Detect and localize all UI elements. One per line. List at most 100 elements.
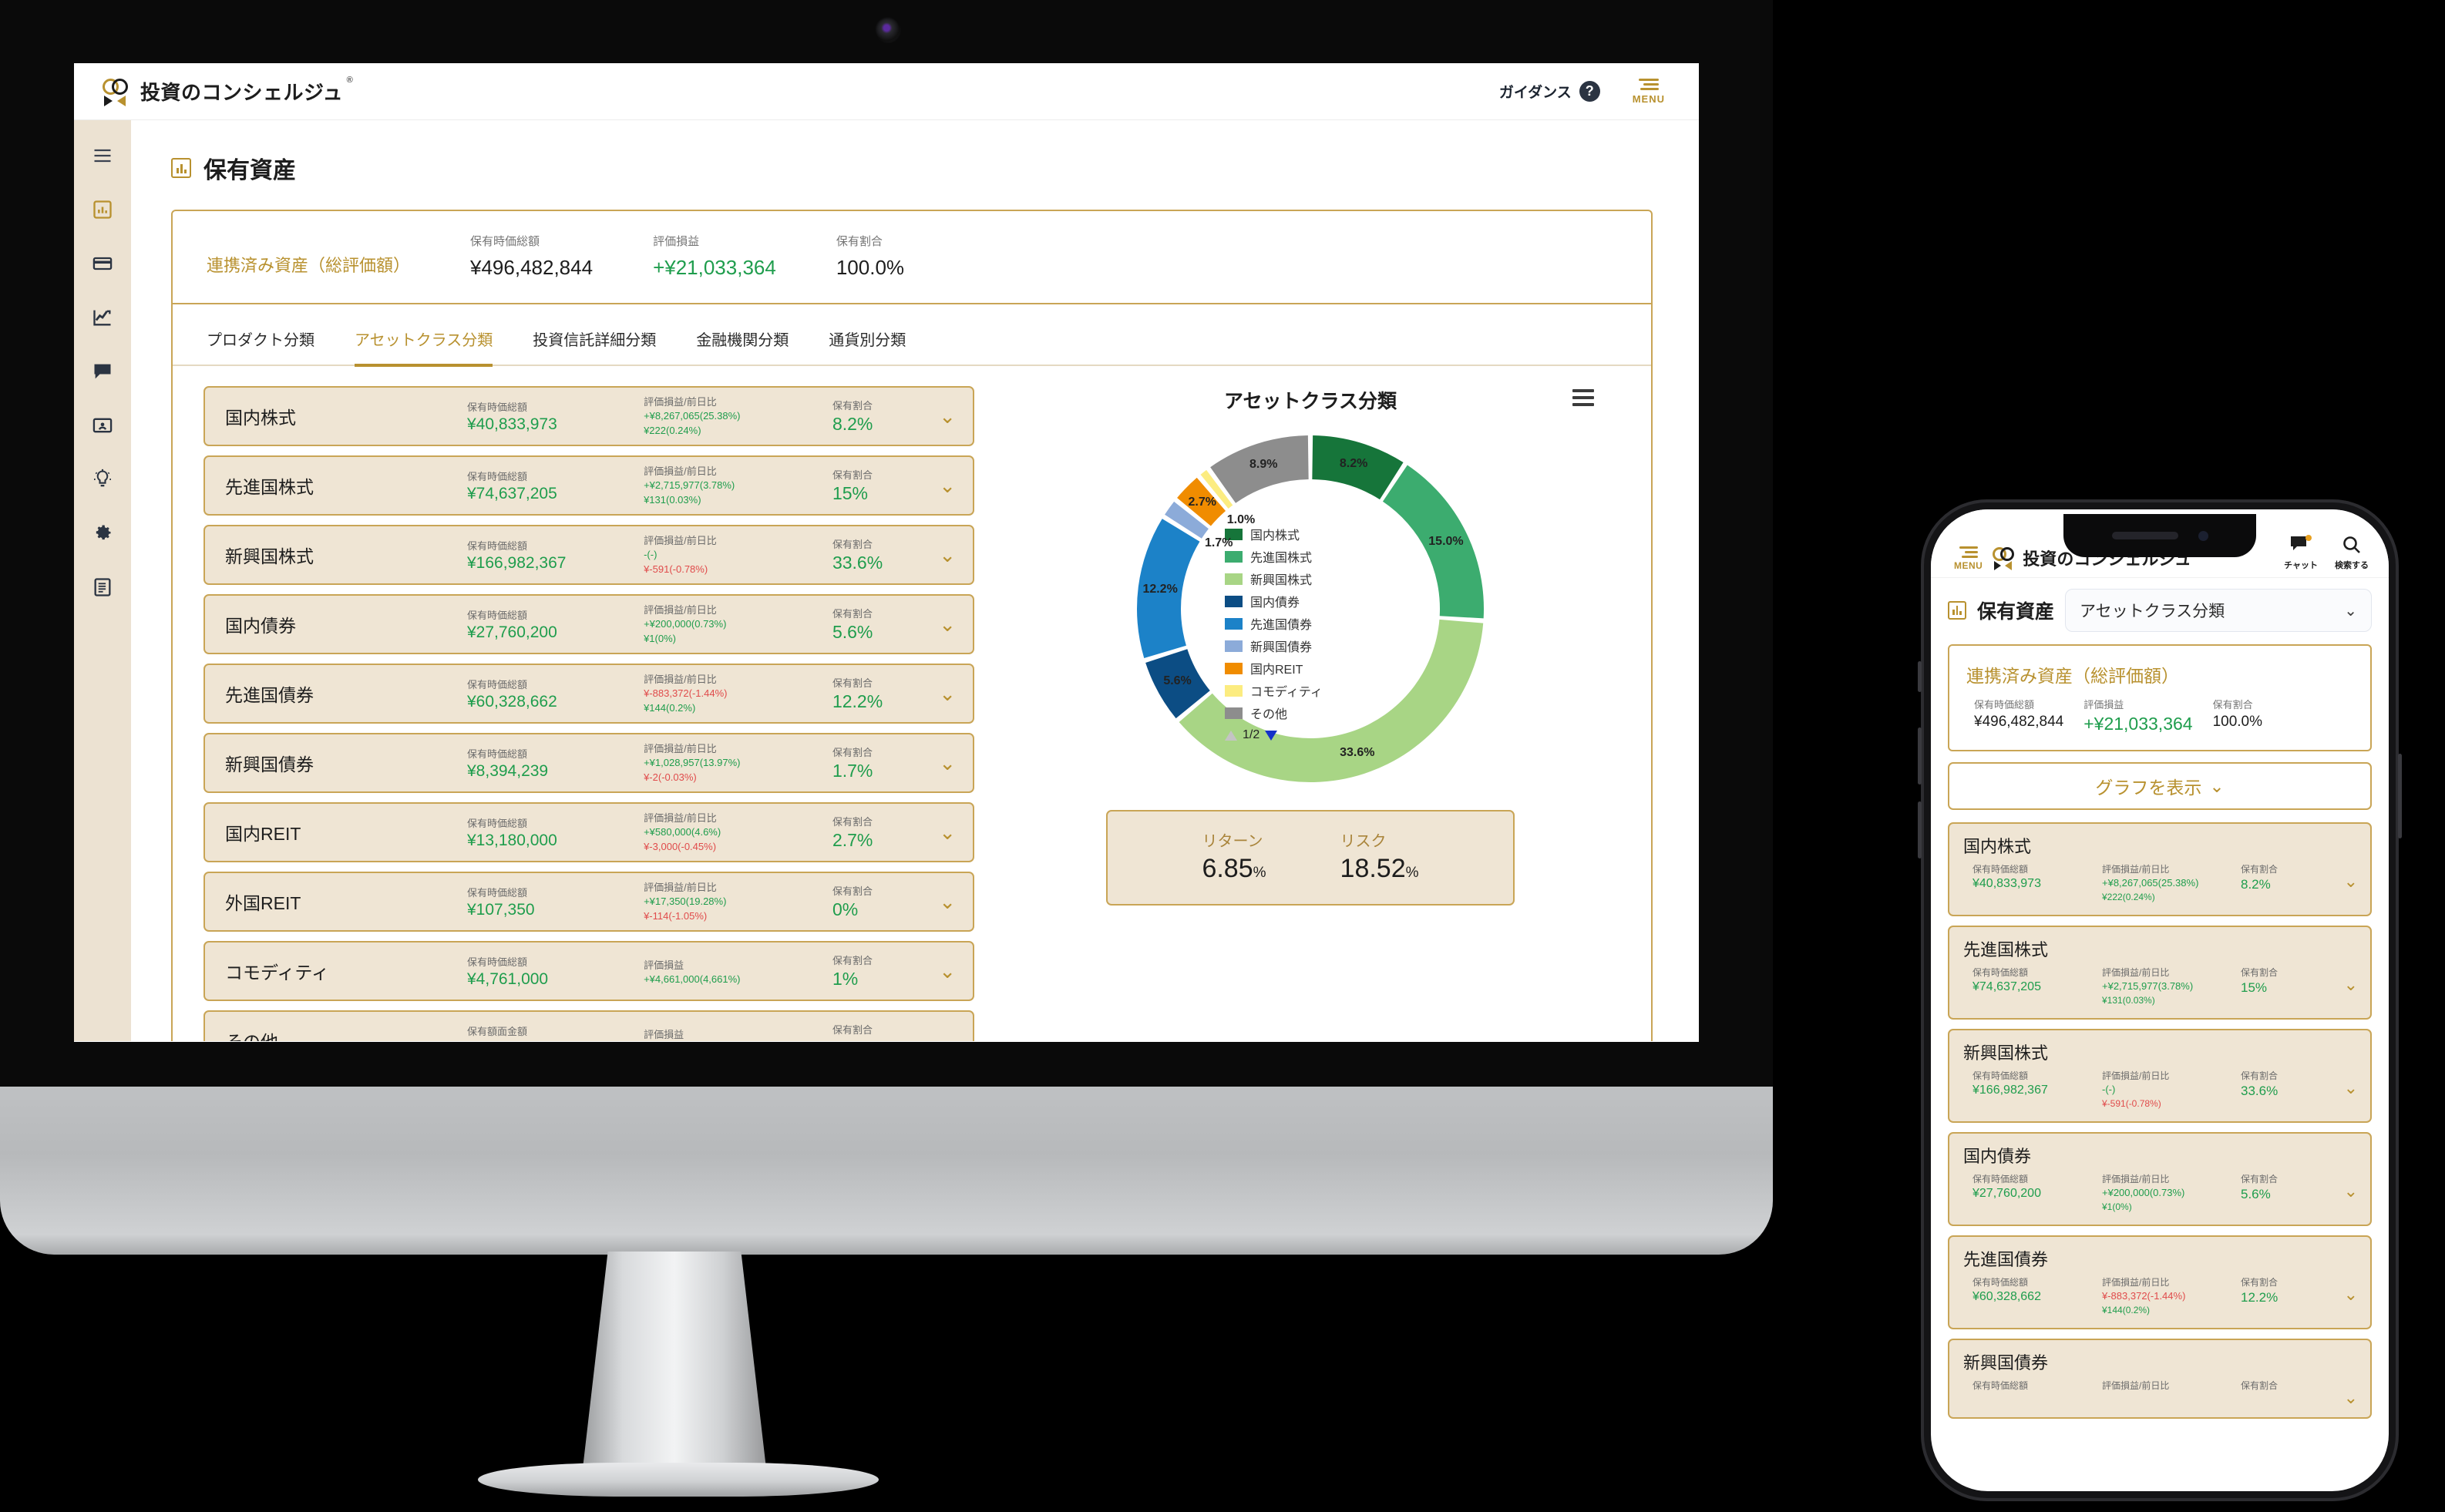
mobile-row-cells: 保有時価総額 ¥27,760,200 評価損益/前日比 +¥200,000(0.73%…: [1963, 1172, 2358, 1214]
tab-1[interactable]: アセットクラス分類: [355, 328, 493, 367]
mobile-asset-row[interactable]: 先進国株式 保有時価総額 ¥74,637,205 評価損益/前日比 +¥2,715,97…: [1948, 926, 2372, 1020]
tab-4[interactable]: 通貨別分類: [829, 332, 906, 349]
mobile-menu-button[interactable]: MENU: [1954, 546, 1983, 571]
chevron-down-icon[interactable]: ⌄: [939, 959, 956, 983]
chevron-down-icon[interactable]: ⌄: [939, 474, 956, 497]
legend-item[interactable]: コモディティ: [1225, 681, 1323, 700]
sidebar-item-hamburger[interactable]: [89, 142, 116, 170]
chevron-down-icon[interactable]: ⌄: [2343, 872, 2358, 891]
triangle-down-icon[interactable]: [1265, 730, 1278, 741]
tab-2[interactable]: 投資信託詳細分類: [533, 332, 657, 349]
mobile-asset-row[interactable]: 新興国債券 保有時価総額 評価損益/前日比 保有割合 ⌄: [1948, 1339, 2372, 1419]
cell-value: ¥166,982,367: [467, 553, 567, 572]
mobile-asset-row[interactable]: 新興国株式 保有時価総額 ¥166,982,367 評価損益/前日比 -(-) ¥-591…: [1948, 1029, 2372, 1123]
legend-item[interactable]: 国内債券: [1225, 592, 1323, 610]
donut-slice[interactable]: [1179, 619, 1484, 782]
asset-name: 先進国債券: [1963, 1250, 2049, 1269]
donut-slice[interactable]: [1137, 519, 1200, 658]
cell-header: 保有割合: [2241, 1070, 2279, 1081]
legend-item[interactable]: 国内REIT: [1225, 659, 1323, 677]
volume-up-button[interactable]: [1918, 727, 1922, 785]
volume-down-button[interactable]: [1918, 801, 1922, 858]
mobile-chat-button[interactable]: チャット: [2284, 535, 2318, 571]
guidance-button[interactable]: ガイダンス ?: [1499, 81, 1600, 102]
chevron-down-icon[interactable]: ⌄: [939, 751, 956, 774]
asset-row[interactable]: 先進国債券 保有時価総額 ¥60,328,662 評価損益/前日比 ¥-883,372(…: [203, 664, 974, 724]
chevron-down-icon[interactable]: ⌄: [939, 543, 956, 566]
donut-slice[interactable]: [1200, 469, 1233, 509]
classification-select[interactable]: アセットクラス分類 ⌄: [2065, 589, 2372, 632]
legend-item[interactable]: 国内株式: [1225, 525, 1323, 543]
chevron-down-icon[interactable]: ⌄: [939, 821, 956, 844]
donut-slice[interactable]: [1177, 477, 1226, 526]
cell-ratio: 保有割合 15%: [832, 467, 939, 504]
asset-row[interactable]: コモディティ 保有時価総額 ¥4,761,000 評価損益 +¥4,661,000(4,…: [203, 941, 974, 1001]
asset-row[interactable]: 国内REIT 保有時価総額 ¥13,180,000 評価損益/前日比 +¥580,000…: [203, 802, 974, 862]
webcam-icon: [875, 17, 901, 43]
cell-header: 評価損益/前日比: [644, 535, 717, 547]
donut-slice[interactable]: [1312, 435, 1404, 500]
menu-button[interactable]: MENU: [1633, 78, 1665, 105]
show-graph-button[interactable]: グラフを表示 ⌄: [1948, 762, 2372, 810]
chevron-down-icon[interactable]: ⌄: [2343, 975, 2358, 994]
asset-row[interactable]: 新興国債券 保有時価総額 ¥8,394,239 評価損益/前日比 +¥1,028,957…: [203, 733, 974, 793]
page-title-text: 保有資産: [203, 158, 296, 183]
sidebar-item-accounts[interactable]: [89, 250, 116, 277]
sidebar-item-profile[interactable]: [89, 412, 116, 439]
tab-0[interactable]: プロダクト分類: [207, 332, 314, 349]
chevron-down-icon[interactable]: ⌄: [2343, 1181, 2358, 1201]
cell-subvalue: ¥144(0.2%): [2102, 1305, 2151, 1315]
legend-item[interactable]: 先進国債券: [1225, 614, 1323, 633]
asset-row[interactable]: 新興国株式 保有時価総額 ¥166,982,367 評価損益/前日比 -(-) ¥-591…: [203, 525, 974, 585]
mobile-asset-row[interactable]: 国内債券 保有時価総額 ¥27,760,200 評価損益/前日比 +¥200,000(0…: [1948, 1132, 2372, 1226]
cell-header: 保有時価総額: [467, 678, 528, 690]
chevron-down-icon[interactable]: ⌄: [939, 890, 956, 913]
asset-row[interactable]: 国内債券 保有時価総額 ¥27,760,200 評価損益/前日比 +¥200,000(0…: [203, 594, 974, 654]
sidebar-item-reports[interactable]: [89, 573, 116, 601]
legend-item[interactable]: 先進国株式: [1225, 547, 1323, 566]
chevron-down-icon[interactable]: ⌄: [939, 682, 956, 705]
legend-swatch: [1225, 573, 1243, 585]
triangle-up-icon[interactable]: [1225, 730, 1237, 741]
asset-row[interactable]: 先進国株式 保有時価総額 ¥74,637,205 評価損益/前日比 +¥2,715,97…: [203, 455, 974, 516]
cell-amount: 保有時価総額 ¥4,761,000: [467, 954, 644, 989]
mobile-summary-card: 連携済み資産（総評価額） 保有時価総額 ¥496,482,844 評価損益 +¥…: [1948, 644, 2372, 751]
cell-amount: 保有時価総額 ¥40,833,973: [467, 399, 644, 434]
asset-row[interactable]: 外国REIT 保有時価総額 ¥107,350 評価損益/前日比 +¥17,350(19.…: [203, 872, 974, 932]
mobile-asset-row[interactable]: 国内株式 保有時価総額 ¥40,833,973 評価損益/前日比 +¥8,267,065…: [1948, 822, 2372, 916]
sidebar-item-ideas[interactable]: [89, 465, 116, 493]
brand-logo[interactable]: 投資のコンシェルジュ ®: [102, 76, 353, 107]
cell-header: 保有割合: [2241, 1277, 2279, 1288]
chevron-down-icon[interactable]: ⌄: [2343, 1078, 2358, 1097]
mute-switch[interactable]: [1918, 661, 1922, 692]
cell-header: 保有割合: [832, 677, 873, 689]
asset-row[interactable]: 国内株式 保有時価総額 ¥40,833,973 評価損益/前日比 +¥8,267,065…: [203, 386, 974, 446]
cell-value: +¥4,661,000(4,661%): [644, 973, 741, 985]
cell-value: ¥44,256,000: [467, 1040, 644, 1042]
sidebar-item-chat[interactable]: [89, 358, 116, 385]
metric-value: ¥496,482,844: [470, 256, 594, 279]
donut-slice[interactable]: [1145, 649, 1210, 719]
chevron-down-icon[interactable]: ⌄: [939, 613, 956, 636]
donut-slice[interactable]: [1165, 501, 1209, 539]
chart-menu-icon[interactable]: [1572, 389, 1594, 406]
tab-3[interactable]: 金融機関分類: [696, 332, 789, 349]
mobile-search-button[interactable]: 検索する: [2335, 535, 2369, 571]
legend-item[interactable]: 新興国債券: [1225, 637, 1323, 655]
chevron-down-icon[interactable]: ⌄: [2343, 1285, 2358, 1304]
chevron-down-icon[interactable]: ⌄: [2343, 1388, 2358, 1407]
legend-item[interactable]: 新興国株式: [1225, 570, 1323, 588]
sidebar-item-holdings[interactable]: [89, 196, 116, 223]
chevron-down-icon[interactable]: ⌄: [939, 405, 956, 428]
power-button[interactable]: [2398, 754, 2402, 838]
mobile-asset-row[interactable]: 先進国債券 保有時価総額 ¥60,328,662 評価損益/前日比 ¥-883,372(…: [1948, 1235, 2372, 1329]
cell-value: +¥2,715,977(3.78%): [2102, 980, 2194, 992]
donut-slice[interactable]: [1382, 465, 1484, 619]
sidebar-item-settings[interactable]: [89, 519, 116, 547]
cell-ratio: 保有割合 1.7%: [832, 744, 939, 781]
chevron-down-icon[interactable]: ⌄: [939, 1029, 956, 1041]
sidebar-item-performance[interactable]: [89, 304, 116, 331]
donut-slice[interactable]: [1210, 435, 1309, 503]
legend-item[interactable]: その他: [1225, 704, 1323, 722]
